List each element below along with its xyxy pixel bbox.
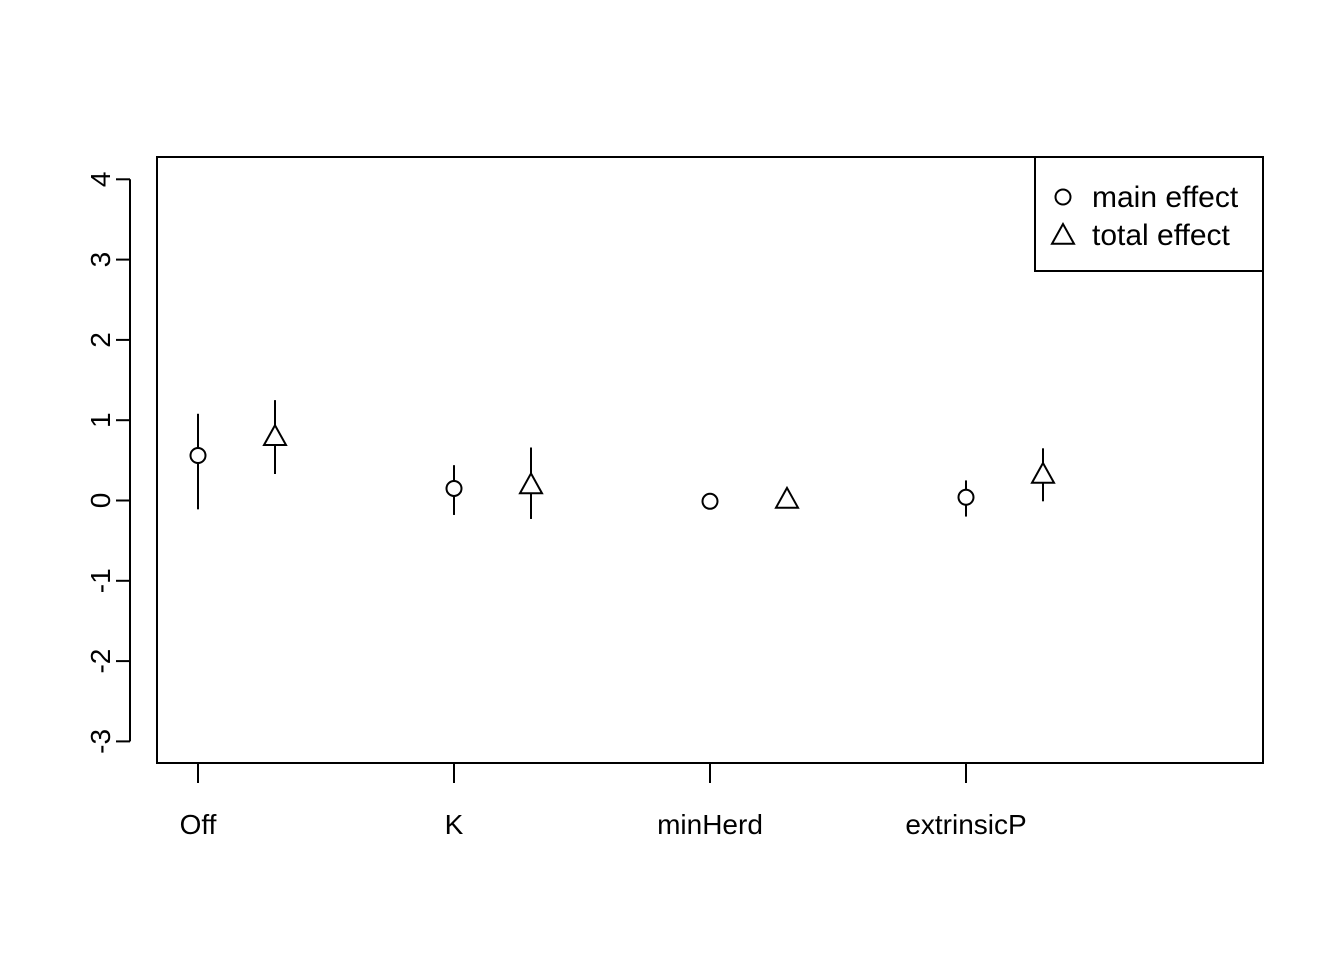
legend-entry: main effect — [1092, 181, 1239, 214]
legend-key — [1050, 221, 1076, 245]
legend-box — [1034, 156, 1264, 272]
legend: main effect total effect — [1034, 156, 1264, 272]
data-marks — [189, 400, 1056, 519]
legend-key — [1054, 188, 1072, 206]
series-1 — [189, 413, 975, 517]
point-circle — [445, 479, 463, 497]
x-tick-label: extrinsicP — [905, 809, 1026, 840]
y-tick-label: -1 — [85, 568, 116, 593]
point-circle — [189, 447, 207, 465]
x-tick-label: K — [445, 809, 464, 840]
point-triangle — [518, 471, 544, 495]
x-tick-label: minHerd — [657, 809, 763, 840]
y-tick-label: -2 — [85, 649, 116, 674]
y-tick-label: 0 — [85, 493, 116, 509]
y-tick-label: 2 — [85, 332, 116, 348]
point-circle — [957, 488, 975, 506]
y-tick-label: 3 — [85, 252, 116, 268]
legend-entry: total effect — [1092, 219, 1231, 252]
x-tick-label: Off — [180, 809, 217, 840]
point-triangle — [1030, 460, 1056, 484]
y-axis: -3 -2 -1 0 1 2 3 4 — [85, 172, 131, 754]
point-triangle — [262, 423, 288, 447]
y-tick-label: -3 — [85, 729, 116, 754]
series-2 — [262, 400, 1056, 519]
y-tick-label: 1 — [85, 412, 116, 428]
point-triangle — [774, 485, 800, 509]
y-tick-label: 4 — [85, 172, 116, 188]
point-circle — [701, 492, 719, 510]
